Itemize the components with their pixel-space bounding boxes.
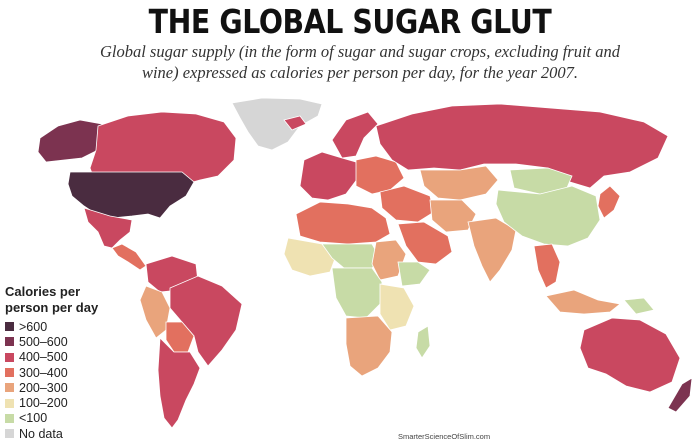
region-kazakhstan[interactable]: Kazakhstan <box>419 165 499 201</box>
region-arabian-peninsula[interactable]: Arabian Peninsula <box>397 221 453 265</box>
legend-label: >600 <box>19 319 48 334</box>
source-credit: SmarterScienceOfSlim.com <box>398 432 491 441</box>
region-southeast-asia[interactable]: Southeast Asia <box>533 243 561 289</box>
legend-title: Calories per person per day <box>5 284 99 315</box>
legend-swatch <box>5 398 14 408</box>
map-subtitle: Global sugar supply (in the form of suga… <box>99 42 621 82</box>
legend-swatch <box>5 413 14 423</box>
legend-label: 300–400 <box>19 365 68 380</box>
legend-swatch <box>5 429 14 439</box>
region-new-zealand[interactable]: New Zealand <box>667 377 693 413</box>
region-korea-japan[interactable]: Korea and Japan <box>597 185 621 219</box>
legend-item: 300–400 <box>5 365 125 380</box>
region-australia[interactable]: Australia <box>579 317 681 393</box>
region-iran-afghanistan[interactable]: Iran and Afghanistan <box>429 199 477 233</box>
region-scandinavia[interactable]: Scandinavia <box>331 111 379 159</box>
legend-label: 200–300 <box>19 380 68 395</box>
region-greenland[interactable]: Greenland <box>231 97 323 151</box>
legend-item: 200–300 <box>5 380 125 395</box>
legend-label: 500–600 <box>19 334 68 349</box>
region-alaska[interactable]: Alaska <box>37 119 103 163</box>
region-india[interactable]: India <box>467 217 517 283</box>
legend-item: <100 <box>5 411 125 426</box>
legend-item: 400–500 <box>5 350 125 365</box>
region-north-africa[interactable]: North Africa <box>295 201 391 245</box>
region-chile-argentina[interactable]: Chile and Argentina <box>157 337 201 429</box>
region-madagascar[interactable]: Madagascar <box>415 325 431 359</box>
region-eastern-europe[interactable]: Eastern Europe <box>355 155 405 195</box>
legend-label: <100 <box>19 411 48 426</box>
map-legend: Calories per person per day >600 500–600… <box>5 284 125 441</box>
region-peru[interactable]: Peru <box>139 285 171 339</box>
region-united-states[interactable]: United States <box>67 171 195 219</box>
region-papua-new-guinea[interactable]: Papua New Guinea <box>623 297 655 315</box>
region-central-africa[interactable]: Central Africa <box>331 267 383 319</box>
region-southern-africa[interactable]: Southern Africa <box>345 315 393 377</box>
world-choropleth-map: Greenland Alaska Canada United States Me… <box>37 97 693 429</box>
legend-label: 400–500 <box>19 350 68 365</box>
region-sudan[interactable]: Sudan <box>371 239 407 281</box>
region-ethiopia[interactable]: Ethiopia <box>397 261 431 287</box>
legend-label: 100–200 <box>19 396 68 411</box>
legend-item: No data <box>5 426 125 441</box>
region-russia[interactable]: Russia <box>375 103 669 189</box>
region-indonesia[interactable]: Indonesia <box>545 289 621 315</box>
region-iceland[interactable]: Iceland <box>283 115 307 131</box>
legend-swatch <box>5 352 14 362</box>
legend-item: 100–200 <box>5 395 125 410</box>
legend-item: 500–600 <box>5 334 125 349</box>
region-central-america[interactable]: Central America <box>111 243 147 271</box>
legend-item: >600 <box>5 319 125 334</box>
legend-swatch <box>5 368 14 378</box>
region-east-africa[interactable]: East Africa <box>379 283 415 331</box>
region-mexico[interactable]: Mexico <box>83 207 133 249</box>
region-brazil[interactable]: Brazil <box>169 275 243 367</box>
legend-swatch <box>5 337 14 347</box>
legend-swatch <box>5 322 14 332</box>
region-canada[interactable]: Canada <box>89 111 237 185</box>
legend-label: No data <box>19 426 63 441</box>
legend-swatch <box>5 383 14 393</box>
region-western-europe[interactable]: Western Europe <box>299 151 359 201</box>
region-china[interactable]: China <box>495 185 601 247</box>
region-middle-east[interactable]: Middle East <box>379 185 435 223</box>
map-title: THE GLOBAL SUGAR GLUT <box>148 2 552 41</box>
